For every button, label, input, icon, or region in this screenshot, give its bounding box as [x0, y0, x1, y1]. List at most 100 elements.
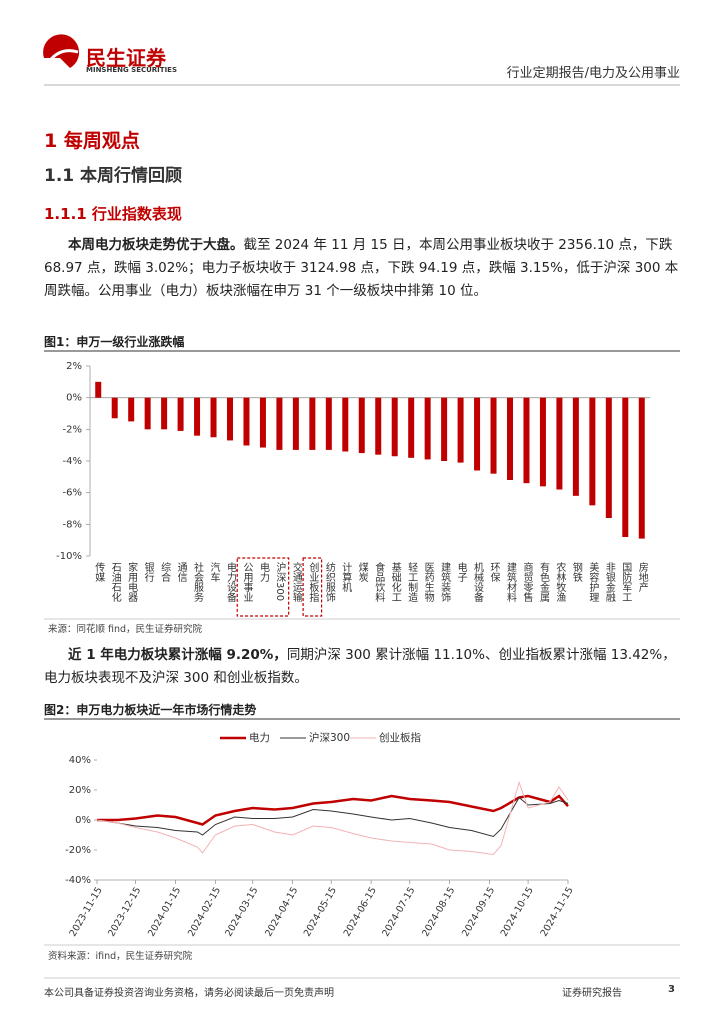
brand-en: MINSHENG SECURITIES [86, 66, 177, 74]
heading: 1.1.1 行业指数表现 [44, 205, 182, 223]
logo-swoosh [44, 49, 79, 67]
x-tick-label: 综合 [159, 561, 171, 583]
x-tick-label: 社会服务 [192, 561, 204, 603]
bar [111, 397, 118, 419]
lead: 近 1 年电力板块累计涨幅 9.20%， [68, 647, 287, 663]
x-tick-label: 2024-01-15 [146, 885, 183, 938]
bar [507, 397, 513, 480]
brand: 民生证券 [86, 46, 166, 70]
bar [243, 397, 250, 446]
legend-label: 沪深300 [309, 731, 350, 744]
highlight-box [236, 557, 290, 617]
bar [95, 381, 102, 398]
bar [572, 397, 579, 496]
y-tick-label: 0% [66, 393, 82, 404]
x-tick-label: 2024-08-15 [420, 885, 457, 938]
x-tick-label: 2024-03-15 [223, 885, 260, 938]
legend-label: 电力 [249, 731, 270, 744]
x-tick-label: 交通运输 [290, 561, 302, 603]
x-tick-label: 建筑材料 [505, 561, 517, 603]
x-tick-label: 2023-11-15 [68, 885, 105, 938]
bar [325, 397, 332, 450]
y-tick-label: -40% [65, 875, 91, 886]
x-tick-label: 2024-10-15 [499, 885, 536, 938]
bar [408, 397, 415, 458]
disclaimer: 本公司具备证券投资咨询业务资格，请务必阅读最后一页免责声明 [44, 988, 334, 999]
bar [424, 397, 431, 460]
x-tick-label: 电力 [257, 561, 269, 583]
x-tick-label: 非银金融 [603, 562, 615, 603]
bar [342, 397, 349, 452]
doc-type: 证券研究报告 [562, 988, 622, 999]
y-tick-label: 0% [75, 815, 91, 826]
x-tick-label: 石油石化 [109, 562, 121, 602]
bar [375, 397, 382, 455]
x-tick-label: 轻工制造 [406, 561, 418, 602]
x-tick-label: 环保 [488, 562, 500, 583]
x-tick-label: 钢铁 [570, 561, 582, 583]
bar [292, 397, 299, 450]
x-tick-label: 2024-09-15 [460, 885, 497, 938]
heading: 1 每周观点 [44, 130, 140, 152]
x-tick-label: 基础化工 [389, 561, 401, 602]
bar [539, 397, 546, 487]
x-tick-label: 房地产 [636, 561, 648, 593]
paragraph: 本周电力板块走势优于大盘。截至 2024 年 11 月 15 日，本周公用事业板… [44, 234, 680, 303]
bar [358, 397, 365, 454]
source: 资料来源：ifind，民生证券研究院 [48, 951, 193, 962]
x-tick-label: 建筑装饰 [439, 561, 451, 603]
x-tick-label: 银行 [142, 561, 154, 583]
bar [457, 397, 464, 463]
x-tick-label: 公用事业 [241, 562, 253, 602]
x-tick-label: 煤炭 [356, 561, 368, 583]
bar [638, 397, 645, 539]
x-tick-label: 2024-04-15 [263, 885, 300, 938]
bar [144, 397, 151, 430]
x-tick-label: 国防军工 [620, 562, 632, 602]
x-tick-label: 美容护理 [587, 561, 599, 602]
bar [276, 397, 283, 450]
x-tick-label: 2024-06-15 [342, 885, 379, 938]
y-tick-label: -6% [63, 488, 82, 499]
paragraph: 近 1 年电力板块累计涨幅 9.20%，同期沪深 300 累计涨幅 11.10%… [44, 644, 680, 690]
x-tick-label: 电力设备 [225, 561, 237, 603]
bar [523, 397, 530, 484]
bar [589, 397, 596, 506]
y-tick-label: -20% [65, 845, 91, 856]
x-tick-label: 家用电器 [126, 561, 138, 603]
x-tick-label: 2024-02-15 [186, 885, 223, 938]
body: 截至 2024 年 11 月 15 日，本周公用事业板块收于 2356.10 点… [44, 237, 679, 299]
x-tick-label: 沪深300 [274, 561, 286, 601]
y-tick-label: -4% [63, 456, 82, 467]
series-line [97, 794, 569, 826]
bar [605, 397, 612, 518]
series-line [96, 780, 569, 856]
y-tick-label: -8% [63, 519, 82, 530]
bar [441, 397, 448, 461]
x-tick-label: 2023-12-15 [106, 885, 143, 938]
report-type: 行业定期报告/电力及公用事业 [506, 66, 680, 81]
x-tick-label: 纺织服饰 [323, 561, 335, 603]
y-tick-label: 20% [69, 785, 91, 796]
bar [474, 397, 481, 471]
y-tick-label: 2% [66, 361, 82, 372]
y-tick-label: -2% [63, 424, 82, 435]
bar [391, 397, 398, 457]
y-tick-label: 40% [69, 755, 91, 766]
bar [227, 397, 233, 441]
x-tick-label: 2024-05-15 [302, 885, 339, 938]
lead: 本周电力板块走势优于大盘。 [68, 237, 244, 253]
bar [490, 397, 497, 474]
heading: 1.1 本周行情回顾 [44, 166, 183, 186]
page-number: 3 [668, 984, 675, 995]
x-tick-label: 2024-07-15 [380, 885, 417, 938]
x-tick-label: 通信 [175, 562, 187, 583]
x-tick-label: 计算机 [340, 561, 352, 593]
figure-title: 图1：申万一级行业涨跌幅 [44, 335, 185, 349]
x-tick-label: 汽车 [208, 561, 220, 583]
bar [177, 397, 184, 431]
highlight-box [302, 557, 323, 617]
bar [128, 397, 135, 422]
body: 同期沪深 300 累计涨幅 11.10%、创业指板累计涨幅 13.42%，电力板… [44, 647, 676, 686]
